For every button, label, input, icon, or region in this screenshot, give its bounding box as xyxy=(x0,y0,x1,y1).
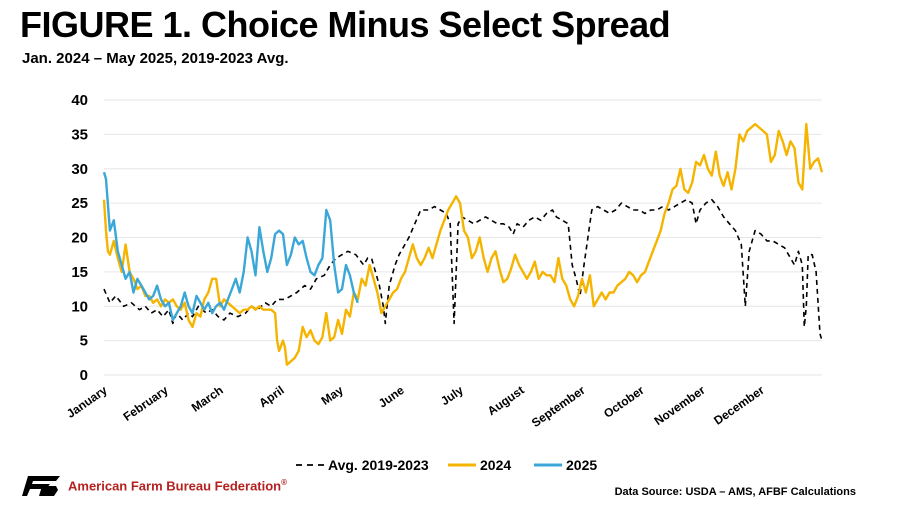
y-tick-label: 30 xyxy=(71,161,88,178)
x-axis-ticks: January February March April May June July Augu… xyxy=(64,383,767,430)
page-subtitle: Jan. 2024 – May 2025, 2019-2023 Avg. xyxy=(22,50,289,67)
y-tick-label: 35 xyxy=(71,126,88,143)
y-tick-label: 5 xyxy=(80,333,88,350)
legend-label: 2024 xyxy=(480,457,511,473)
data-source: Data Source: USDA – AMS, AFBF Calculatio… xyxy=(614,486,856,498)
y-tick-label: 40 xyxy=(71,92,88,109)
legend-label: 2025 xyxy=(566,457,597,473)
legend-label: Avg. 2019-2023 xyxy=(328,457,429,473)
chart-grid xyxy=(104,99,822,376)
x-tick-label: September xyxy=(529,383,588,430)
chart-legend: Avg. 2019-2023 2024 2025 xyxy=(296,457,597,473)
series-line-1 xyxy=(102,122,824,366)
y-tick-label: 20 xyxy=(71,230,88,247)
x-tick-label: April xyxy=(256,383,286,410)
org-name: American Farm Bureau Federation® xyxy=(68,478,288,494)
y-axis-ticks: 0 5 10 15 20 25 30 35 40 xyxy=(71,92,88,384)
x-tick-label: November xyxy=(652,383,708,428)
y-tick-label: 10 xyxy=(71,298,88,315)
x-tick-label: March xyxy=(189,383,226,415)
page-title: FIGURE 1. Choice Minus Select Spread xyxy=(20,4,671,45)
x-tick-label: August xyxy=(485,383,527,418)
x-tick-label: June xyxy=(376,383,407,411)
x-tick-label: May xyxy=(319,383,346,408)
footer-logo: American Farm Bureau Federation® xyxy=(22,476,287,496)
x-tick-label: January xyxy=(64,383,110,421)
y-tick-label: 15 xyxy=(71,264,88,281)
series-line-0 xyxy=(103,198,823,341)
fb-logo-icon xyxy=(22,476,60,496)
y-tick-label: 0 xyxy=(80,367,88,384)
x-tick-label: July xyxy=(438,383,466,408)
y-tick-label: 25 xyxy=(71,195,88,212)
x-tick-label: February xyxy=(121,383,171,424)
x-tick-label: October xyxy=(601,383,647,421)
series-line-2 xyxy=(102,171,359,322)
chart-series xyxy=(102,122,824,366)
x-tick-label: December xyxy=(711,383,767,428)
